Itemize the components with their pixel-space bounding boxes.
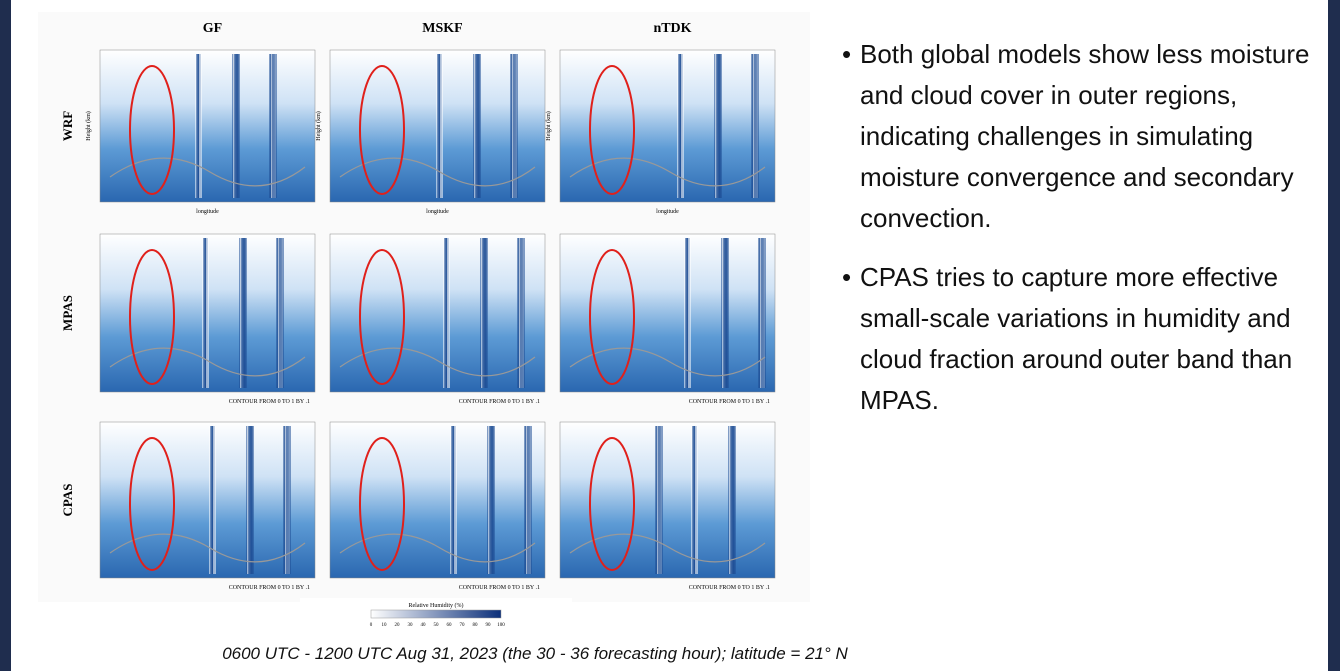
streak [695,426,698,574]
row-label: CPAS [60,484,75,517]
panel [329,421,546,579]
panel [559,233,776,393]
streak [447,238,450,388]
streak [658,426,663,574]
streak [718,54,722,198]
highlight [589,437,635,571]
colorbar [370,609,502,619]
contour [339,347,536,377]
highlight [129,249,175,385]
row-label: WRF [60,111,75,141]
highlight [129,437,175,571]
contour [109,347,306,377]
column-label: MSKF [422,21,462,36]
streak [681,54,684,198]
x-axis-label: CONTOUR FROM 0 TO 1 BY .1 [229,399,310,405]
colorbar-tick: 60 [447,623,453,628]
highlight [359,65,405,195]
x-axis-label: longitude [426,209,449,215]
contour [569,347,766,377]
streak [440,54,443,198]
streak [725,238,729,388]
contour [109,533,306,563]
colorbar-tick: 80 [473,623,479,628]
streak [513,54,518,198]
bullet: Both global models show less moisture an… [842,34,1312,239]
streak [454,426,457,574]
streak [732,426,736,574]
highlight [359,249,405,385]
streak [243,238,247,388]
panel [559,49,776,203]
colorbar-tick: 100 [497,623,505,628]
streak [279,238,284,388]
caption: 0600 UTC - 1200 UTC Aug 31, 2023 (the 30… [222,644,848,663]
streak [477,54,481,198]
panel [559,421,776,579]
highlight [129,65,175,195]
x-axis-label: CONTOUR FROM 0 TO 1 BY .1 [229,585,310,591]
y-axis-label: Height (km) [545,111,552,141]
colorbar-tick: 90 [486,623,492,628]
contour [109,157,306,187]
colorbar-tick: 40 [421,623,427,628]
panel [99,421,316,579]
streak [688,238,691,388]
panel [329,233,546,393]
figure: GF MSKF nTDK WRF longitude Height (km) longitu… [38,12,810,628]
contour [569,533,766,563]
streak [491,426,495,574]
highlight [359,437,405,571]
colorbar-tick: 0 [370,623,373,628]
streak [527,426,532,574]
bullets: Both global models show less moisture an… [842,34,1312,439]
streak [213,426,216,574]
streak [484,238,488,388]
x-axis-label: longitude [656,209,679,215]
streak [250,426,254,574]
streak [520,238,525,388]
colorbar-tick: 20 [395,623,401,628]
bullet: CPAS tries to capture more effective sma… [842,257,1312,421]
colorbar-tick: 10 [382,623,388,628]
colorbar-tick: 50 [434,623,440,628]
x-axis-label: CONTOUR FROM 0 TO 1 BY .1 [459,399,540,405]
streak [199,54,202,198]
streak [272,54,277,198]
streak [206,238,209,388]
streak [236,54,240,198]
panel [99,49,316,203]
colorbar-tick: 70 [460,623,466,628]
column-label: nTDK [653,21,691,36]
contour [339,533,536,563]
column-label: GF [203,21,222,36]
streak [761,238,766,388]
colorbar-title: Relative Humidity (%) [409,602,464,609]
y-axis-label: Height (km) [85,111,92,141]
x-axis-label: CONTOUR FROM 0 TO 1 BY .1 [689,585,770,591]
x-axis-label: longitude [196,209,219,215]
streak [286,426,291,574]
x-axis-label: CONTOUR FROM 0 TO 1 BY .1 [689,399,770,405]
contour [339,157,536,187]
highlight [589,249,635,385]
streak [754,54,759,198]
colorbar-tick: 30 [408,623,414,628]
row-label: MPAS [60,295,75,331]
highlight [589,65,635,195]
x-axis-label: CONTOUR FROM 0 TO 1 BY .1 [459,585,540,591]
y-axis-label: Height (km) [315,111,322,141]
contour [569,157,766,187]
